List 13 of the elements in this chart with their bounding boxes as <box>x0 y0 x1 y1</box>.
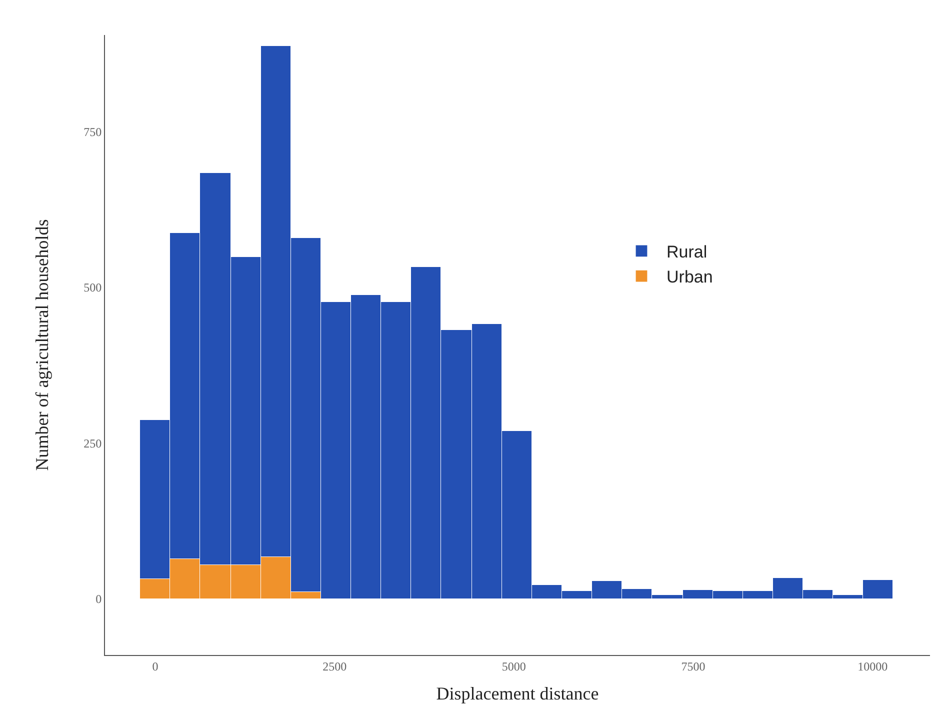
x-tick-label: 2500 <box>322 659 347 674</box>
legend-label: Rural <box>666 242 708 262</box>
y-axis-title: Number of agricultural households <box>32 219 52 471</box>
x-axis-title: Displacement distance <box>436 684 599 704</box>
y-tick-label: 250 <box>84 436 102 450</box>
y-tick-label: 500 <box>84 280 102 295</box>
x-tick-label: 0 <box>152 659 158 674</box>
legend-label: Urban <box>666 268 713 287</box>
y-tick-label: 0 <box>96 592 102 606</box>
y-tick-label: 750 <box>84 124 102 139</box>
x-tick-label: 10000 <box>858 659 888 674</box>
x-tick-label: 5000 <box>502 659 526 674</box>
x-tick-label: 7500 <box>681 659 706 674</box>
